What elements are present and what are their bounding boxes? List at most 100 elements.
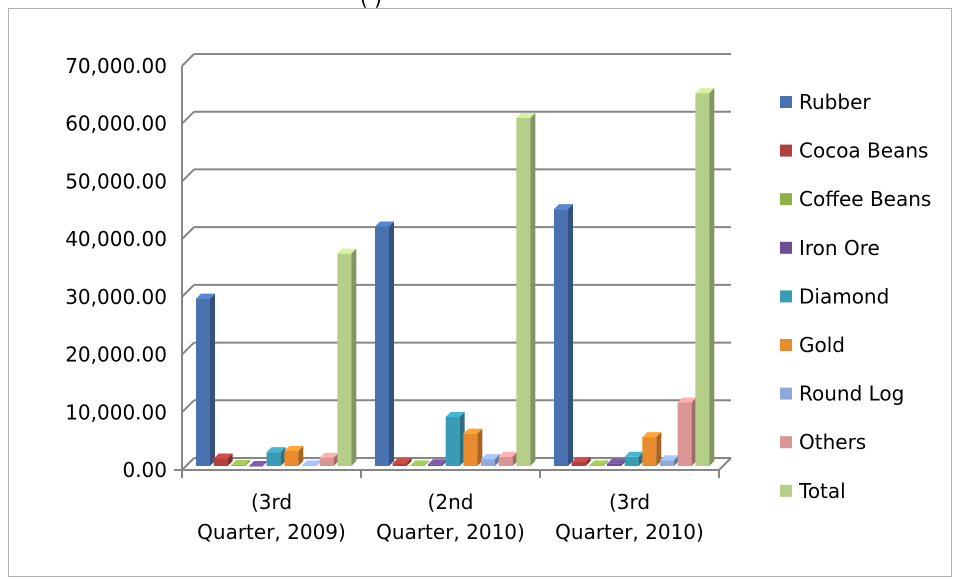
bar-side xyxy=(709,88,715,466)
gridline-depth xyxy=(181,168,195,183)
bar-face xyxy=(481,459,495,466)
bar-face xyxy=(410,465,425,466)
bar xyxy=(463,428,483,466)
x-tick-label: (2nd xyxy=(428,490,474,514)
bar-side xyxy=(530,112,536,467)
legend-swatch xyxy=(780,193,792,206)
bar-face xyxy=(660,460,674,466)
y-tick-label: 40,000.00 xyxy=(65,227,167,251)
bar-face xyxy=(463,433,478,466)
bar xyxy=(607,458,626,466)
legend-swatch xyxy=(780,484,792,497)
bar-top xyxy=(249,461,268,466)
legend-item: Gold xyxy=(780,333,845,357)
gridline-depth xyxy=(181,111,195,125)
x-tick-label: Quarter, 2010) xyxy=(555,520,704,544)
bar-top xyxy=(337,248,357,254)
y-tick-label: 20,000.00 xyxy=(65,343,167,367)
bar xyxy=(498,451,518,466)
y-tick-label: 10,000.00 xyxy=(65,400,167,424)
bar-side xyxy=(298,445,304,466)
bar xyxy=(445,411,465,466)
bar xyxy=(249,461,268,467)
bar-top xyxy=(284,445,304,451)
gridline-depth xyxy=(181,284,195,298)
bar-top xyxy=(375,221,394,227)
axes xyxy=(174,66,732,478)
bar xyxy=(481,454,500,466)
bar-face xyxy=(428,464,442,466)
x-tick-label: Quarter, 2010) xyxy=(376,520,525,544)
bar-side xyxy=(245,459,251,466)
bar-face xyxy=(554,209,568,466)
bar-face xyxy=(302,465,316,466)
bar-face xyxy=(498,456,513,466)
bar xyxy=(392,458,412,466)
bar-side xyxy=(585,456,591,466)
clipped-title-fragment: ( ) xyxy=(360,0,382,10)
bar xyxy=(410,460,430,466)
bar-top xyxy=(445,411,465,417)
bar-top xyxy=(607,458,626,464)
bar-top xyxy=(319,452,339,458)
bar-face xyxy=(266,452,281,466)
bar xyxy=(375,221,394,466)
bar-face xyxy=(677,402,692,466)
bar xyxy=(695,88,715,466)
bar xyxy=(554,204,573,466)
gridline-depth xyxy=(181,341,195,356)
legend-label: Iron Ore xyxy=(799,236,880,260)
bar-face xyxy=(516,117,531,467)
bar xyxy=(516,112,536,467)
bar-top xyxy=(624,451,644,457)
legend-label: Total xyxy=(798,479,846,503)
legend-item: Diamond xyxy=(780,284,889,308)
legend-item: Iron Ore xyxy=(780,236,880,260)
bar xyxy=(302,460,321,466)
bar-face xyxy=(213,458,228,466)
bar xyxy=(624,451,644,466)
y-tick-label: 0.00 xyxy=(122,458,167,482)
bar-side xyxy=(477,428,483,466)
y-tick-label: 50,000.00 xyxy=(65,169,167,193)
bar-face xyxy=(624,456,639,466)
bar-face xyxy=(319,457,334,466)
bar-top xyxy=(213,453,233,459)
bar-top xyxy=(463,428,483,434)
legend-item: Cocoa Beans xyxy=(780,139,928,163)
bar-top xyxy=(266,447,286,453)
y-tick-label: 60,000.00 xyxy=(65,112,167,136)
bar xyxy=(196,293,215,466)
legend-label: Cocoa Beans xyxy=(799,139,928,163)
tick-labels: 0.00 10,000.00 20,000.00 30,000.00 40,000.00… xyxy=(65,54,704,544)
bar-chart: 0.00 10,000.00 20,000.00 30,000.00 40,000.00… xyxy=(65,53,931,544)
bar-top xyxy=(695,88,715,94)
bar-face xyxy=(589,465,604,466)
legend-label: Rubber xyxy=(799,90,871,114)
bar-face xyxy=(196,298,210,466)
bars xyxy=(196,88,715,467)
bar-side xyxy=(424,460,430,466)
bar-side xyxy=(406,458,412,466)
bar-side xyxy=(389,221,394,466)
chart-frame: 0.00 10,000.00 20,000.00 30,000.00 40,000.00… xyxy=(8,8,952,577)
x-tick-label: (3rd xyxy=(609,490,650,514)
bar-top xyxy=(231,459,251,465)
bar-face xyxy=(249,466,263,467)
bar-top xyxy=(516,112,536,118)
gridline-depth xyxy=(181,457,195,471)
gridline-depth xyxy=(181,399,195,413)
bar-face xyxy=(607,463,621,466)
legend-item: Rubber xyxy=(780,90,871,114)
floor-edge xyxy=(718,457,732,471)
legend-swatch xyxy=(780,339,792,351)
bar-face xyxy=(642,437,657,466)
bar xyxy=(213,453,233,466)
y-tick-label: 30,000.00 xyxy=(65,285,167,309)
legend-swatch xyxy=(780,436,792,449)
legend-item: Coffee Beans xyxy=(780,187,931,211)
bar xyxy=(266,447,286,466)
bar-side xyxy=(568,204,573,466)
legend-label: Coffee Beans xyxy=(799,187,931,211)
legend-swatch xyxy=(780,241,792,254)
